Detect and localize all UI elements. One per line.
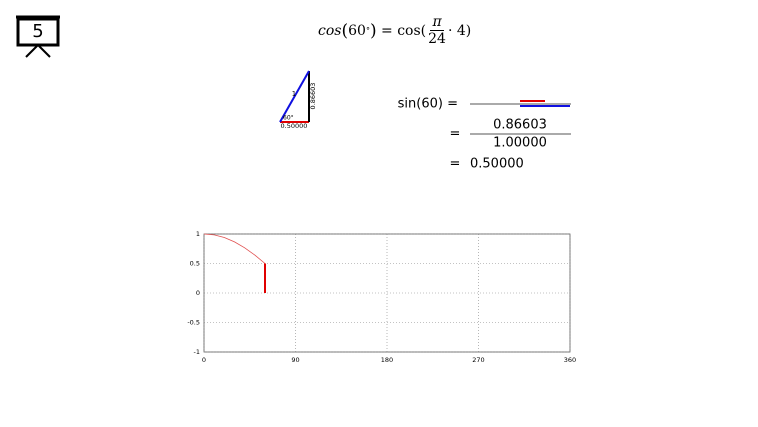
angle-label: 60°: [283, 115, 294, 122]
equals: =: [450, 127, 461, 142]
chart: -1 -0.5 0 0.5 1 0 90 180 270 360: [187, 230, 576, 364]
equation-lhs: sin(60) =: [398, 97, 458, 112]
line: [203, 233, 266, 264]
slide-number: 5: [32, 21, 43, 42]
x-tick-label: 90: [291, 356, 299, 364]
y-tick-label: -0.5: [187, 319, 200, 327]
formula-fraction: π 24: [428, 14, 446, 47]
hypotenuse: [279, 70, 310, 123]
opposite-label: 0.86603: [309, 83, 317, 110]
formula-numerator: π: [430, 14, 444, 31]
formula-arg: 60: [348, 22, 366, 39]
y-tick-label: -1: [194, 348, 200, 356]
y-tick-label: 0: [196, 289, 200, 297]
formula-func: cos: [318, 22, 342, 39]
equals: =: [450, 157, 461, 172]
formula-rhs-suffix: · 4): [447, 22, 472, 39]
x-tick-label: 0: [202, 356, 206, 364]
y-tick-label: 0.5: [190, 260, 200, 268]
adjacent-label: 0.50000: [281, 122, 308, 130]
slide-number-icon: [16, 15, 60, 58]
y-tick-label: 1: [196, 230, 200, 238]
x-tick-label: 180: [381, 356, 393, 364]
denominator: 1.00000: [493, 136, 547, 151]
x-tick-label: 270: [472, 356, 484, 364]
x-tick-label: 360: [564, 356, 576, 364]
formula: cos(60 °) = cos( π 24 · 4): [318, 14, 472, 47]
hypotenuse-label: 1: [292, 90, 296, 98]
result: 0.50000: [470, 157, 524, 172]
formula-denominator: 24: [428, 31, 446, 47]
formula-degree: °: [365, 26, 370, 35]
formula-rhs-prefix: = cos(: [381, 22, 427, 39]
bar: [264, 263, 266, 293]
numerator: 0.86603: [493, 118, 547, 133]
